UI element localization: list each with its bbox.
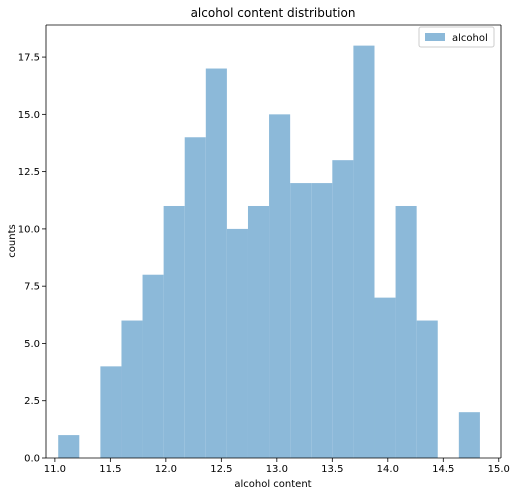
- y-tick-label: 17.5: [18, 53, 40, 64]
- y-axis-label: counts: [7, 224, 18, 257]
- ticks-layer: 11.0 11.5 12.0 12.5 13.0 13.5 14.0 14.5 15.0 0.0 2…: [18, 53, 510, 475]
- x-tick-label: 13.0: [266, 464, 288, 475]
- histogram-bar: [184, 137, 206, 458]
- legend-swatch: [425, 33, 445, 41]
- y-tick-label: 10.0: [18, 224, 40, 235]
- histogram-bar: [311, 183, 333, 459]
- histogram-bar: [269, 114, 291, 458]
- x-tick-label: 13.5: [321, 464, 343, 475]
- histogram-bar: [247, 205, 270, 458]
- x-tick-label: 12.5: [210, 464, 232, 475]
- y-tick-label: 5.0: [24, 339, 40, 350]
- x-tick-label: 14.5: [432, 464, 454, 475]
- x-tick-label: 14.0: [377, 464, 399, 475]
- histogram-bar: [374, 297, 396, 458]
- x-tick-label: 11.0: [44, 464, 66, 475]
- histogram-bar: [332, 160, 354, 458]
- histogram-bar: [163, 205, 185, 458]
- histogram-bar: [226, 228, 248, 458]
- y-tick-label: 0.0: [24, 454, 40, 465]
- histogram-bar: [205, 68, 227, 458]
- x-tick-label: 12.0: [155, 464, 177, 475]
- y-tick-label: 2.5: [24, 396, 40, 407]
- legend-label: alcohol: [452, 33, 488, 44]
- x-tick-label: 15.0: [488, 464, 510, 475]
- legend: alcohol: [418, 26, 495, 48]
- y-tick-label: 15.0: [18, 110, 40, 121]
- histogram-bar: [121, 320, 143, 458]
- legend-box: [418, 26, 495, 48]
- x-axis-label: alcohol content: [234, 479, 311, 490]
- histogram-bar: [290, 183, 312, 459]
- chart-title: alcohol content distribution: [191, 6, 356, 20]
- axes-layer: [45, 24, 502, 459]
- x-tick-label: 11.5: [99, 464, 121, 475]
- histogram-bar: [58, 435, 80, 458]
- bars-layer: [58, 45, 480, 459]
- histogram-bar: [353, 45, 375, 458]
- histogram-bar: [416, 320, 438, 458]
- histogram-bar: [395, 205, 417, 458]
- histogram-bar: [142, 274, 164, 458]
- histogram-bar: [458, 412, 480, 458]
- y-tick-label: 7.5: [24, 282, 40, 293]
- histogram-bar: [100, 366, 122, 458]
- y-tick-label: 12.5: [18, 167, 40, 178]
